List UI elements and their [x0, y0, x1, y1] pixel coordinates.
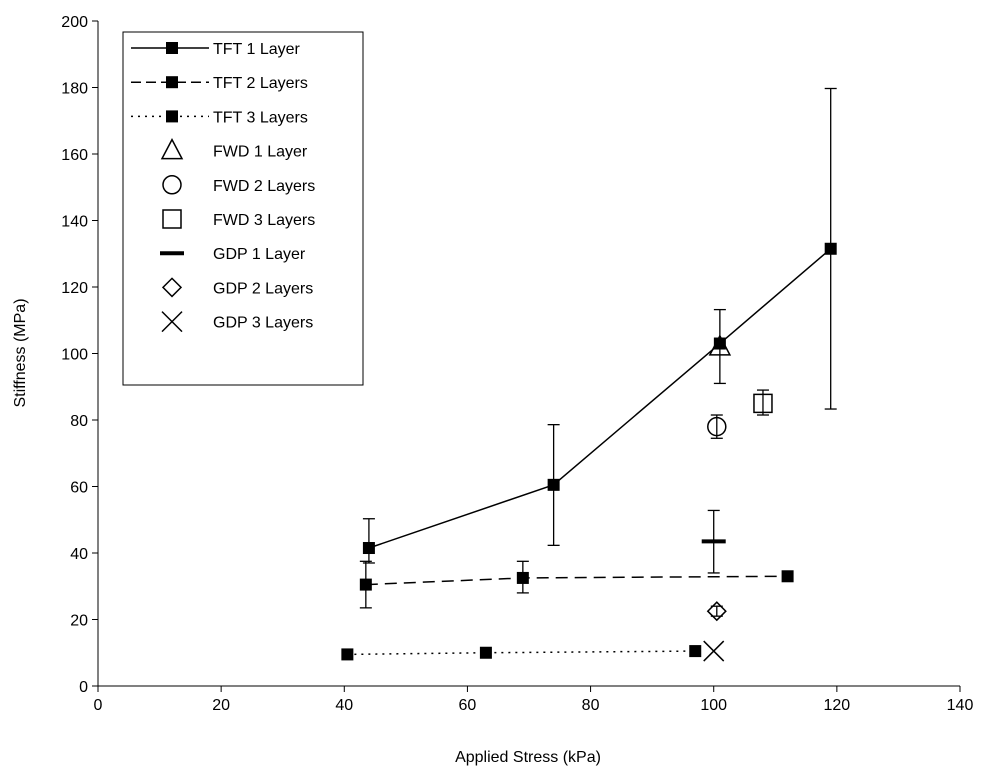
legend-label: TFT 3 Layers: [213, 109, 308, 126]
x-tick-label: 0: [94, 697, 103, 714]
data-point: [703, 640, 725, 662]
legend-label: GDP 3 Layers: [213, 315, 313, 332]
data-point: [341, 648, 354, 661]
series-5: [707, 414, 727, 439]
y-tick-label: 140: [61, 214, 88, 231]
series-6: [753, 389, 773, 416]
data-point: [547, 478, 560, 491]
legend-marker: [161, 277, 183, 298]
legend: TFT 1 Layer TFT 2 Layers TFT 3 Layers FWD 1…: [122, 31, 364, 386]
legend-item: GDP 1 Layer: [160, 246, 306, 263]
y-tick-label: 160: [61, 147, 88, 164]
error-bar: [710, 414, 723, 439]
legend-box: [122, 31, 364, 386]
data-point: [516, 571, 529, 584]
legend-marker: [166, 76, 178, 89]
data-point: [708, 334, 732, 356]
series-line: [365, 575, 788, 586]
series-3: [341, 645, 702, 661]
legend-item: TFT 1 Layer: [131, 41, 301, 58]
data-point: [359, 578, 372, 591]
series-7: [701, 509, 726, 574]
error-bar: [710, 605, 723, 617]
y-tick-label: 60: [70, 480, 88, 497]
series-line: [347, 650, 696, 656]
x-marker-stroke: [161, 311, 183, 333]
legend-item: TFT 3 Layers: [131, 109, 308, 126]
series-9: [703, 640, 725, 662]
y-tick-label: 20: [70, 613, 88, 630]
legend-marker: [161, 311, 183, 333]
series-2: [359, 560, 794, 609]
legend-label: GDP 2 Layers: [213, 280, 313, 297]
x-tick-label: 20: [212, 697, 230, 714]
series-line: [368, 248, 832, 549]
legend-label: FWD 2 Layers: [213, 178, 315, 195]
legend-label: FWD 3 Layers: [213, 212, 315, 229]
x-tick-label: 120: [824, 697, 851, 714]
data-point: [479, 646, 492, 659]
x-tick-label: 60: [459, 697, 477, 714]
legend-label: TFT 2 Layers: [213, 75, 308, 92]
x-tick-label: 40: [335, 697, 353, 714]
x-tick-label: 100: [700, 697, 727, 714]
data-point: [707, 416, 727, 437]
x-tick-label: 140: [947, 697, 974, 714]
error-bar: [362, 518, 375, 564]
axes: 0 20 40 60 80 100 120 140 0 20 40 60 80 100 120 140 160 1…: [61, 14, 973, 714]
legend-item: FWD 2 Layers: [162, 175, 315, 195]
x-marker-stroke: [703, 640, 725, 662]
data-point: [781, 570, 794, 583]
data-point: [362, 542, 375, 555]
y-tick-label: 40: [70, 546, 88, 563]
y-tick-label: 180: [61, 81, 88, 98]
y-tick-label: 100: [61, 347, 88, 364]
data-point: [706, 601, 727, 622]
legend-label: TFT 1 Layer: [213, 41, 301, 58]
legend-item: FWD 1 Layer: [160, 137, 308, 161]
plot-area: [341, 87, 837, 662]
legend-marker: [162, 209, 182, 229]
legend-item: GDP 2 Layers: [161, 277, 313, 298]
data-point: [689, 645, 702, 658]
data-point: [753, 393, 773, 414]
legend-marker: [160, 137, 184, 160]
legend-item: FWD 3 Layers: [162, 209, 315, 229]
legend-item: TFT 2 Layers: [131, 75, 308, 92]
y-axis-title: Stiffness (MPa): [12, 298, 29, 407]
legend-label: GDP 1 Layer: [213, 246, 306, 263]
legend-marker: [162, 175, 182, 195]
series-4: [708, 334, 732, 356]
legend-item: GDP 3 Layers: [161, 311, 313, 333]
series-8: [706, 601, 727, 622]
x-tick-label: 80: [582, 697, 600, 714]
data-point: [824, 242, 837, 255]
legend-label: FWD 1 Layer: [213, 144, 308, 161]
y-tick-label: 0: [79, 679, 88, 696]
x-axis-title: Applied Stress (kPa): [455, 749, 601, 766]
y-tick-label: 120: [61, 280, 88, 297]
legend-marker: [166, 42, 178, 54]
series-1: [362, 87, 837, 564]
y-tick-label: 200: [61, 14, 88, 31]
y-tick-label: 80: [70, 413, 88, 430]
legend-marker: [166, 110, 178, 123]
